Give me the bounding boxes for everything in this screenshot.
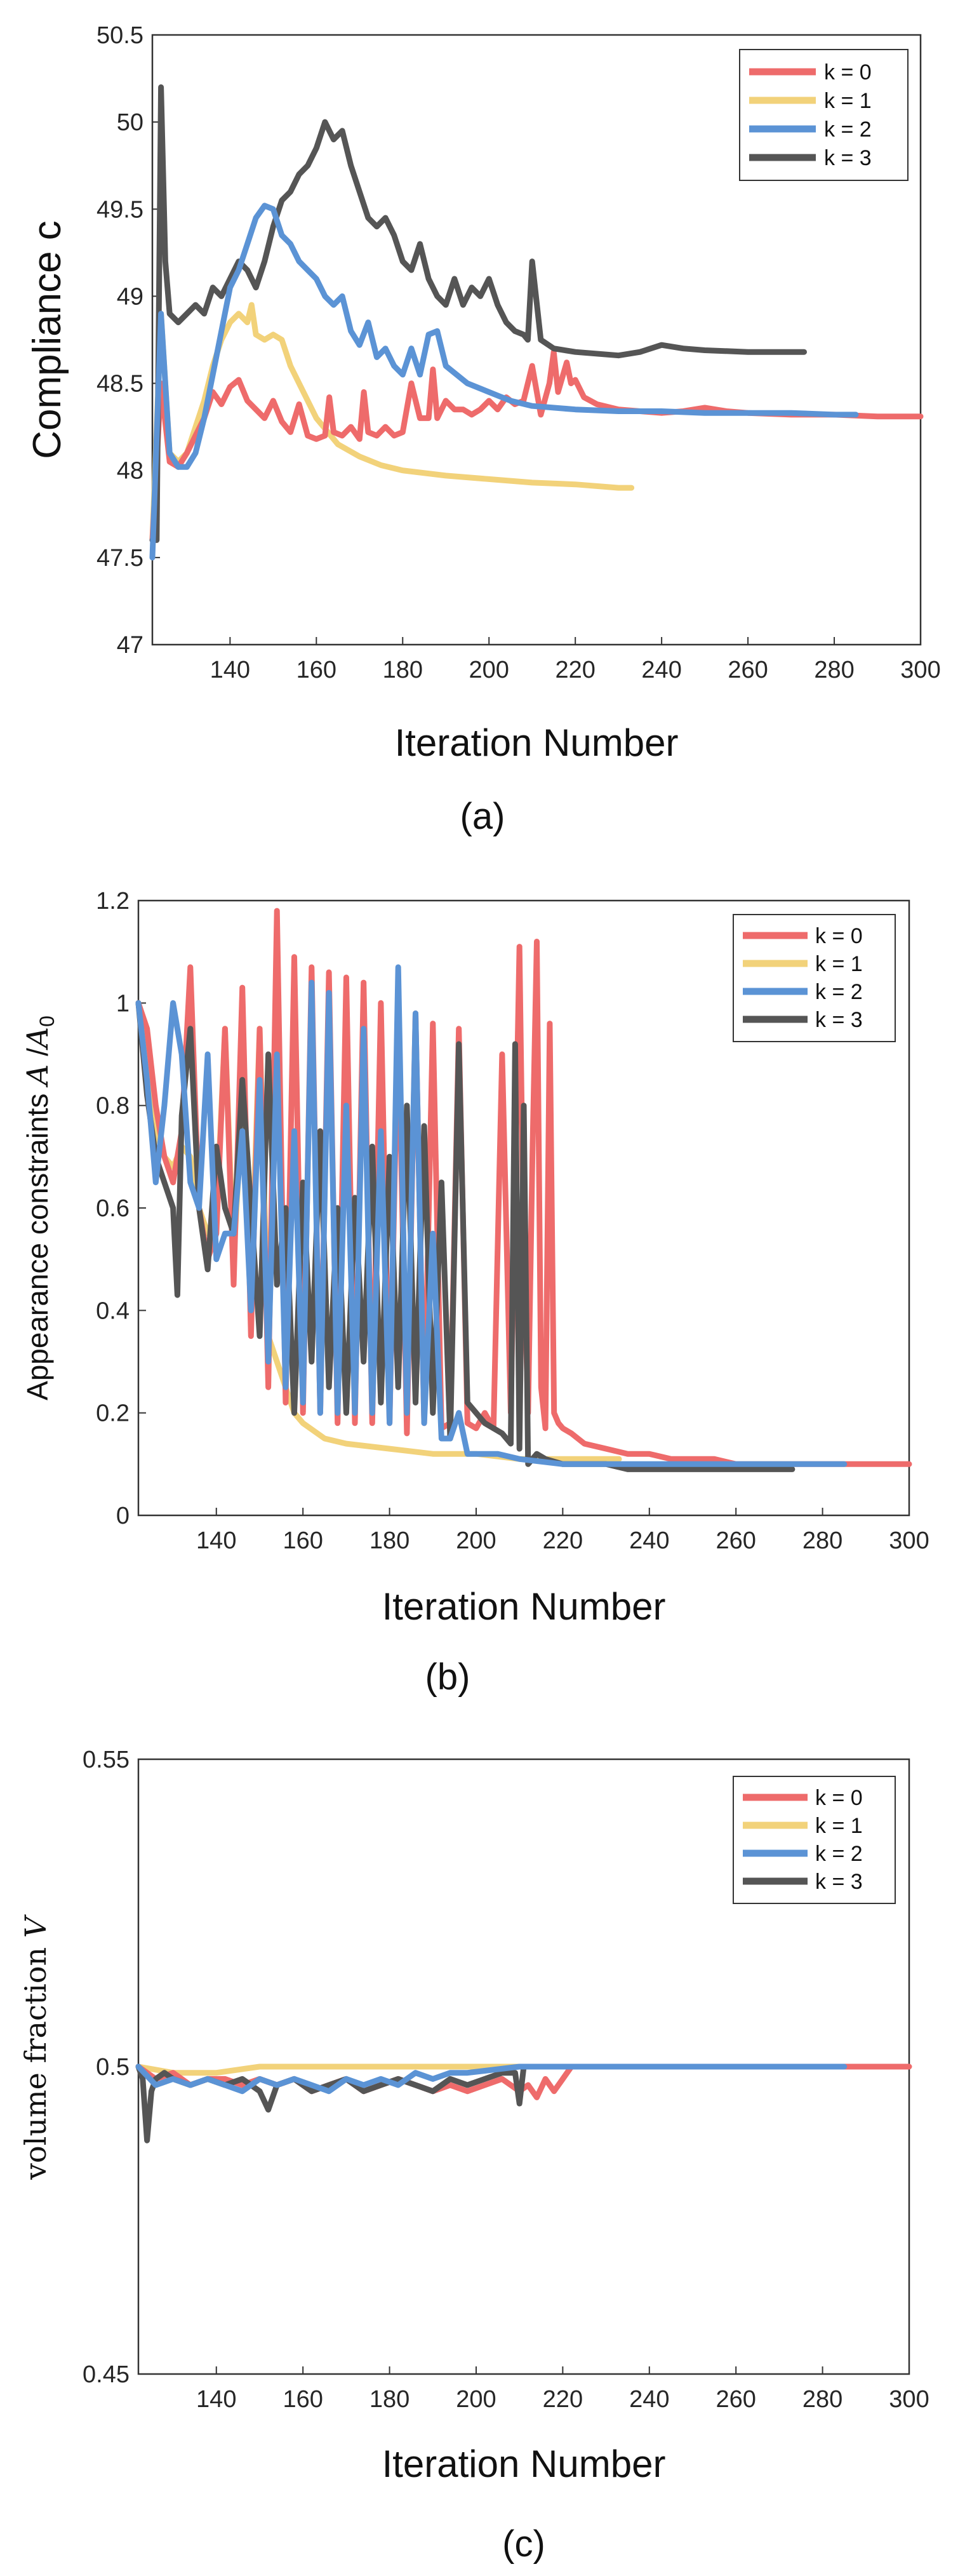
x-tick-label: 220 <box>543 1527 583 1554</box>
y-tick-label: 47 <box>117 632 143 659</box>
panel-a-ticks: 140 160 180 200 220 240 260 280 300 47 47.5 48 48.5 4… <box>97 22 941 683</box>
x-tick-label: 140 <box>196 1527 236 1554</box>
panel-a-series <box>149 84 924 561</box>
x-tick-label: 280 <box>814 657 854 683</box>
x-tick-label: 300 <box>889 2386 929 2413</box>
series-line-k3 <box>135 1000 796 1472</box>
panel-b-series <box>135 908 912 1472</box>
x-tick-label: 240 <box>629 1527 669 1554</box>
series-line-k2 <box>135 964 848 1467</box>
x-tick-label: 180 <box>369 2386 409 2413</box>
x-tick-label: 220 <box>555 657 595 683</box>
x-tick-label: 240 <box>629 2386 669 2413</box>
panel-c-ticks: 140 160 180 200 220 240 260 280 300 0.45 0.5 0.55 <box>83 1747 929 2413</box>
y-tick-label: 0.45 <box>83 2361 130 2388</box>
series-line-k0 <box>149 349 924 543</box>
panel-a-legend: k = 0 k = 1 k = 2 k = 3 <box>739 49 909 181</box>
y-tick-label: 0.2 <box>96 1400 130 1427</box>
series-line-k2 <box>149 203 859 561</box>
y-tick-label: 1 <box>116 990 130 1017</box>
series-line-k1 <box>149 302 635 543</box>
y-tick-label: 49 <box>117 283 143 310</box>
x-tick-label: 240 <box>641 657 681 683</box>
panel-a-y-axis-title: Compliance c <box>25 220 69 459</box>
y-tick-label: 50.5 <box>97 22 143 49</box>
panel-c-series <box>135 2063 912 2143</box>
legend-label-k2: k = 2 <box>815 980 863 1004</box>
legend-label-k2: k = 2 <box>824 117 872 142</box>
panel-b-x-axis-title: Iteration Number <box>382 1585 666 1628</box>
x-tick-label: 260 <box>716 1527 756 1554</box>
x-tick-label: 300 <box>900 657 940 683</box>
x-tick-label: 140 <box>196 2386 236 2413</box>
x-tick-label: 260 <box>728 657 768 683</box>
x-tick-label: 280 <box>802 1527 842 1554</box>
x-tick-label: 160 <box>283 1527 323 1554</box>
x-tick-label: 260 <box>716 2386 756 2413</box>
legend-label-k0: k = 0 <box>815 1786 863 1810</box>
y-tick-label: 48 <box>117 458 143 485</box>
legend-label-k3: k = 3 <box>815 1008 863 1032</box>
series-line-k2 <box>135 2063 848 2095</box>
x-tick-label: 160 <box>296 657 336 683</box>
panel-b-legend: k = 0 k = 1 k = 2 k = 3 <box>733 914 896 1042</box>
y-tick-label: 50 <box>117 109 143 136</box>
y-tick-label: 0.8 <box>96 1093 130 1120</box>
x-tick-label: 280 <box>802 2386 842 2413</box>
panel-c-x-axis-title: Iteration Number <box>382 2443 666 2485</box>
panel-b-appearance-constraints-chart: 140 160 180 200 220 240 260 280 300 0 0.2 0.4 0.6 0.8… <box>20 888 929 1698</box>
x-tick-label: 200 <box>456 2386 496 2413</box>
x-tick-label: 180 <box>369 1527 409 1554</box>
legend-label-k1: k = 1 <box>815 1814 863 1838</box>
x-tick-label: 200 <box>456 1527 496 1554</box>
y-tick-label: 48.5 <box>97 371 143 398</box>
legend-label-k0: k = 0 <box>815 924 863 948</box>
legend-label-k2: k = 2 <box>815 1842 863 1866</box>
y-tick-label: 0 <box>116 1503 130 1529</box>
legend-label-k3: k = 3 <box>824 146 872 170</box>
panel-c-legend: k = 0 k = 1 k = 2 k = 3 <box>733 1776 896 1904</box>
x-tick-label: 180 <box>383 657 423 683</box>
y-tick-label: 1.2 <box>96 888 130 915</box>
y-tick-label: 0.55 <box>83 1747 130 1773</box>
legend-label-k1: k = 1 <box>815 952 863 976</box>
panel-c-label: (c) <box>502 2523 545 2565</box>
x-tick-label: 140 <box>210 657 250 683</box>
legend-label-k1: k = 1 <box>824 89 872 113</box>
y-tick-label: 0.5 <box>96 2054 130 2081</box>
panel-a-x-axis-title: Iteration Number <box>395 721 679 764</box>
panel-b-y-axis-title: Appearance constraints A /A0 <box>20 1016 58 1400</box>
panel-c-y-axis-title: volume fraction V <box>18 1914 53 2180</box>
series-line-k3 <box>149 84 807 543</box>
y-tick-label: 47.5 <box>97 545 143 572</box>
x-tick-label: 220 <box>543 2386 583 2413</box>
x-tick-label: 300 <box>889 1527 929 1554</box>
x-tick-label: 160 <box>283 2386 323 2413</box>
panel-a-label: (a) <box>460 796 505 837</box>
panel-b-ticks: 140 160 180 200 220 240 260 280 300 0 0.2 0.4 0.6 0.8… <box>96 888 929 1554</box>
panel-c-volume-fraction-chart: 140 160 180 200 220 240 260 280 300 0.45 0.5 0.55 k… <box>18 1747 929 2565</box>
panel-b-label: (b) <box>425 1656 470 1698</box>
y-tick-label: 49.5 <box>97 196 143 223</box>
y-tick-label: 0.6 <box>96 1195 130 1222</box>
legend-label-k0: k = 0 <box>824 60 872 84</box>
legend-label-k3: k = 3 <box>815 1870 863 1894</box>
panel-a-compliance-chart: 140 160 180 200 220 240 260 280 300 47 47.5 48 48.5 4… <box>25 22 941 837</box>
x-tick-label: 200 <box>469 657 509 683</box>
y-tick-label: 0.4 <box>96 1298 130 1324</box>
